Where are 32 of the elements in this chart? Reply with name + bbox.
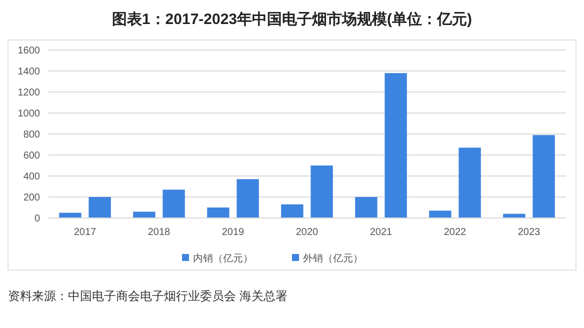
y-tick-label: 800 [23, 130, 40, 140]
y-tick-label: 1000 [18, 108, 40, 120]
y-tick-label: 1200 [18, 88, 40, 98]
bar [532, 135, 555, 218]
y-tick-label: 1400 [18, 66, 40, 78]
x-tick-label: 2023 [518, 227, 541, 238]
bar [458, 148, 481, 218]
x-tick-label: 2018 [148, 227, 171, 238]
x-tick-label: 2022 [444, 227, 467, 238]
legend-label: 内销（亿元） [193, 252, 253, 264]
bar [355, 197, 378, 218]
x-tick-label: 2019 [222, 227, 245, 238]
y-tick-label: 600 [23, 150, 40, 162]
y-tick-label: 1600 [18, 46, 40, 56]
legend-label: 外销（亿元） [303, 254, 363, 264]
bar [429, 210, 452, 218]
text: 资料来源：中国电子商会电子烟行业委员会 海关总署 [8, 289, 288, 303]
bar [384, 73, 407, 218]
y-tick-label: 0 [34, 214, 40, 224]
x-tick-label: 2020 [296, 227, 319, 238]
x-tick-label: 2017 [74, 227, 97, 238]
bar [88, 197, 111, 218]
y-tick-label: 200 [23, 192, 40, 204]
x-tick-label: 2021 [370, 227, 393, 238]
bar [207, 208, 230, 218]
chart-title: 图表1：2017-2023年中国电子烟市场规模(单位：亿元) [112, 10, 472, 28]
bar [236, 179, 259, 218]
bar [133, 212, 156, 218]
bar [310, 166, 333, 218]
y-tick-label: 400 [23, 172, 40, 182]
bar [162, 190, 185, 218]
bar [281, 204, 304, 218]
